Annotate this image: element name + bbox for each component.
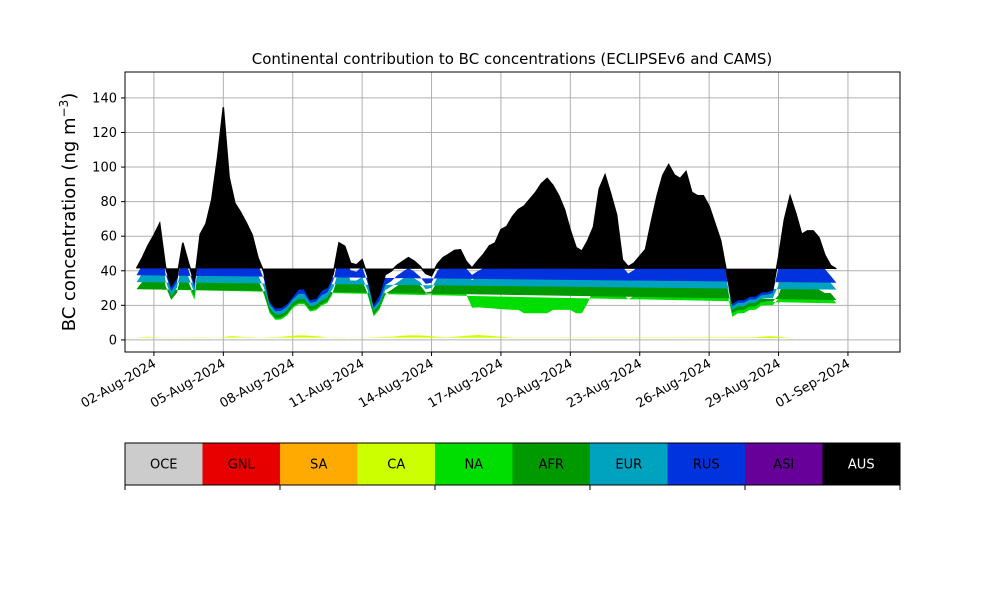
y-tick-label: 40 xyxy=(100,264,117,279)
legend-swatch-eur xyxy=(590,443,668,485)
y-tick-label: 100 xyxy=(92,161,117,176)
legend-frame xyxy=(124,442,901,486)
legend-label-afr: AFR xyxy=(539,458,564,473)
y-tick-label: 120 xyxy=(92,126,117,141)
legend-swatch-na xyxy=(435,443,513,485)
legend-swatch-gnl xyxy=(202,443,280,485)
stacked-areas xyxy=(136,107,837,338)
area-aus xyxy=(136,107,837,308)
legend-label-gnl: GNL xyxy=(228,458,256,473)
y-tick-label: 80 xyxy=(100,195,117,210)
plot-frame xyxy=(124,71,901,353)
legend-swatch-sa xyxy=(280,443,358,485)
y-tick-label: 20 xyxy=(100,299,117,314)
legend-swatch-rus xyxy=(667,443,745,485)
total-outline xyxy=(135,107,837,309)
legend-label-na: NA xyxy=(464,458,483,473)
legend-swatch-aus xyxy=(822,443,900,485)
chart-title: Continental contribution to BC concentra… xyxy=(252,50,773,68)
legend-label-sa: SA xyxy=(310,458,327,473)
legend-label-eur: EUR xyxy=(615,458,642,473)
y-tick-label: 0 xyxy=(109,333,117,348)
area-ca xyxy=(136,335,837,338)
legend-label-rus: RUS xyxy=(693,458,720,473)
legend-swatch-afr xyxy=(512,443,590,485)
y-axis: 0 20 40 60 80 100 120 140 xyxy=(92,91,125,348)
legend-label-asi: ASI xyxy=(773,458,794,473)
legend-strip: OCE GNL SA CA NA AFR EUR RUS ASI AUS xyxy=(124,442,901,490)
legend-label-aus: AUS xyxy=(848,458,875,473)
legend-swatch-oce xyxy=(125,443,203,485)
total-line xyxy=(135,107,837,309)
y-tick-label: 60 xyxy=(100,230,117,245)
y-axis-label: BC concentration (ng m−3) xyxy=(57,93,80,332)
y-tick-label: 140 xyxy=(92,91,117,106)
legend-label-oce: OCE xyxy=(150,458,178,473)
legend-label-ca: CA xyxy=(387,458,405,473)
legend-swatch-asi xyxy=(745,443,823,485)
legend-swatch-ca xyxy=(357,443,435,485)
